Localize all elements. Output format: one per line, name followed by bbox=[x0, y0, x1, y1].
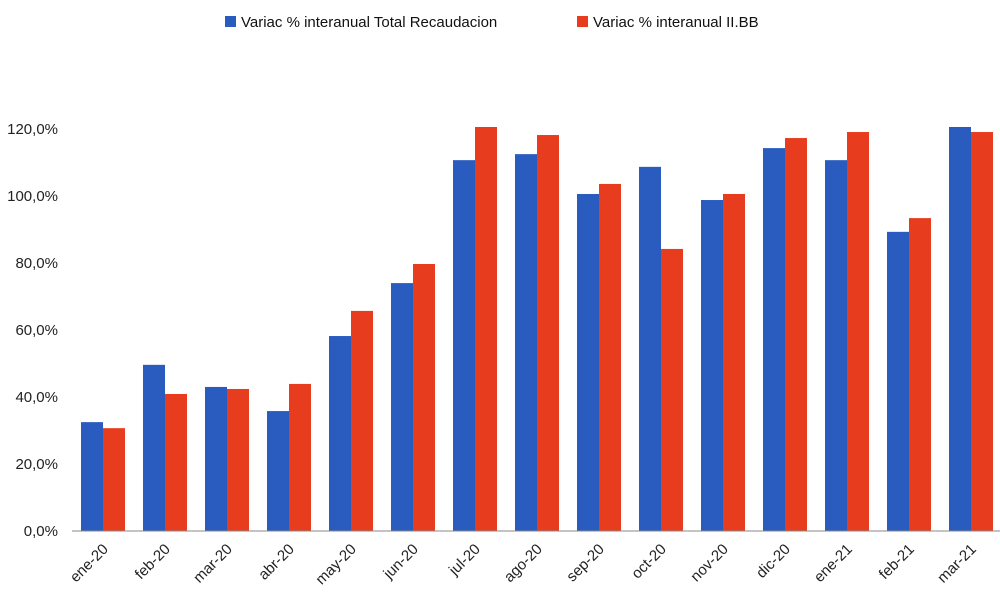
x-axis: ene-20 feb-20 mar-20 abr-20 may-20 jun-20 jul-… bbox=[67, 541, 980, 588]
bar-total-recaudacion-nov-20 bbox=[701, 200, 723, 531]
bar-total-recaudacion-dic-20 bbox=[763, 148, 785, 531]
x-tick-label: feb-20 bbox=[132, 541, 174, 583]
x-tick-label: dic-20 bbox=[753, 541, 794, 582]
bars bbox=[81, 126, 993, 532]
bar-total-recaudacion-abr-20 bbox=[267, 411, 289, 531]
bar-iibb-mar-21 bbox=[971, 132, 993, 531]
bar-total-recaudacion-mar-21 bbox=[949, 126, 971, 532]
bar-iibb-oct-20 bbox=[661, 248, 683, 531]
bar-iibb-feb-20 bbox=[165, 393, 187, 531]
x-tick-label: ene-21 bbox=[811, 541, 856, 586]
bar-total-recaudacion-ene-20 bbox=[81, 422, 103, 531]
bar-total-recaudacion-ene-21 bbox=[825, 160, 847, 531]
bar-iibb-nov-20 bbox=[723, 193, 745, 532]
x-tick-label: feb-21 bbox=[876, 541, 918, 583]
x-tick-label: mar-20 bbox=[190, 541, 236, 587]
bar-total-recaudacion-sep-20 bbox=[577, 193, 599, 532]
x-tick-label: jun-20 bbox=[380, 541, 422, 583]
bar-total-recaudacion-jun-20 bbox=[391, 283, 413, 531]
legend: Variac % interanual Total Recaudacion Va… bbox=[225, 14, 759, 31]
y-tick-label: 0,0% bbox=[24, 523, 58, 540]
bar-total-recaudacion-oct-20 bbox=[639, 166, 661, 532]
legend-label-total-recaudacion: Variac % interanual Total Recaudacion bbox=[241, 14, 497, 31]
bar-total-recaudacion-feb-20 bbox=[143, 364, 165, 531]
bar-iibb-ago-20 bbox=[537, 135, 559, 531]
legend-swatch-total-recaudacion bbox=[225, 16, 236, 27]
bar-iibb-jun-20 bbox=[413, 264, 435, 531]
y-tick-label: 120,0% bbox=[7, 121, 58, 138]
x-tick-label: oct-20 bbox=[628, 541, 670, 583]
bar-iibb-may-20 bbox=[351, 310, 373, 531]
x-tick-label: mar-21 bbox=[934, 541, 980, 587]
bar-total-recaudacion-jul-20 bbox=[453, 160, 475, 531]
bar-iibb-dic-20 bbox=[785, 138, 807, 532]
x-tick-label: ene-20 bbox=[67, 541, 112, 586]
bar-total-recaudacion-feb-21 bbox=[887, 231, 909, 531]
y-axis: 0,0% 20,0% 40,0% 60,0% 80,0% 100,0% 120,0% bbox=[7, 121, 58, 540]
bar-iibb-ene-20 bbox=[103, 428, 125, 531]
bar-iibb-abr-20 bbox=[289, 383, 311, 531]
bar-total-recaudacion-ago-20 bbox=[515, 154, 537, 531]
y-tick-label: 80,0% bbox=[15, 255, 58, 272]
x-tick-label: nov-20 bbox=[687, 541, 731, 585]
bar-total-recaudacion-mar-20 bbox=[205, 386, 227, 531]
bar-total-recaudacion-may-20 bbox=[329, 336, 351, 531]
y-tick-label: 40,0% bbox=[15, 389, 58, 406]
y-tick-label: 60,0% bbox=[15, 322, 58, 339]
x-tick-label: ago-20 bbox=[501, 541, 546, 586]
bar-iibb-jul-20 bbox=[475, 126, 497, 532]
legend-label-iibb: Variac % interanual II.BB bbox=[593, 14, 759, 31]
y-tick-label: 100,0% bbox=[7, 188, 58, 205]
y-tick-label: 20,0% bbox=[15, 456, 58, 473]
bar-iibb-sep-20 bbox=[599, 183, 621, 531]
x-tick-label: jul-20 bbox=[445, 541, 484, 580]
x-tick-label: may-20 bbox=[312, 541, 359, 588]
bar-iibb-feb-21 bbox=[909, 218, 931, 532]
bar-iibb-ene-21 bbox=[847, 132, 869, 531]
bar-iibb-mar-20 bbox=[227, 388, 249, 531]
legend-swatch-iibb bbox=[577, 16, 588, 27]
x-tick-label: sep-20 bbox=[563, 541, 607, 585]
x-tick-label: abr-20 bbox=[255, 541, 298, 584]
